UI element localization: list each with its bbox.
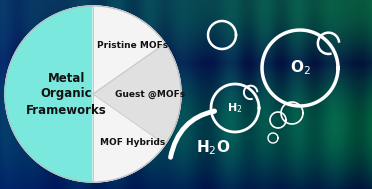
Polygon shape	[5, 6, 181, 182]
Text: Pristine MOFs: Pristine MOFs	[97, 41, 168, 50]
Text: O$_2$: O$_2$	[290, 59, 310, 77]
Polygon shape	[93, 6, 165, 94]
Polygon shape	[5, 6, 93, 182]
Text: Guest @MOFs: Guest @MOFs	[115, 89, 185, 99]
Text: MOF Hybrids: MOF Hybrids	[100, 138, 165, 147]
FancyArrowPatch shape	[170, 111, 214, 157]
Text: H$_2$: H$_2$	[227, 101, 243, 115]
Text: Metal
Organic
Frameworks: Metal Organic Frameworks	[26, 71, 107, 116]
Polygon shape	[93, 43, 181, 144]
Text: H$_2$O: H$_2$O	[196, 139, 230, 157]
Polygon shape	[93, 94, 165, 182]
